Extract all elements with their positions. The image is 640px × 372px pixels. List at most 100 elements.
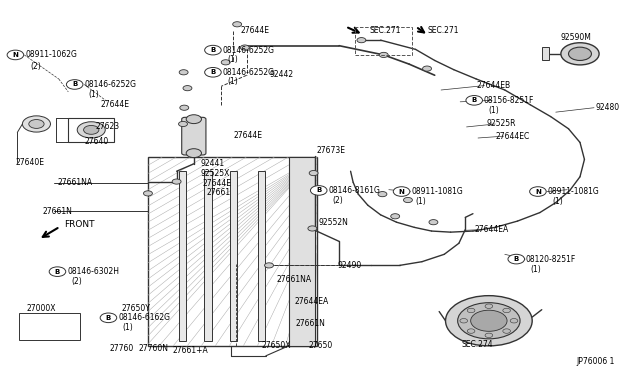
Text: JP76006 1: JP76006 1 <box>576 357 614 366</box>
Circle shape <box>183 86 192 91</box>
Text: 27000X: 27000X <box>27 304 56 313</box>
Text: B: B <box>72 81 77 87</box>
Text: 08146-6252G: 08146-6252G <box>84 80 136 89</box>
Text: B: B <box>211 47 216 53</box>
Bar <box>68 118 114 142</box>
Text: N: N <box>12 52 19 58</box>
Circle shape <box>264 263 273 268</box>
Text: 27640E: 27640E <box>15 157 44 167</box>
Text: (2): (2) <box>333 196 344 205</box>
Text: 92442: 92442 <box>269 70 293 79</box>
Text: B: B <box>472 97 477 103</box>
Circle shape <box>380 52 388 58</box>
Text: (1): (1) <box>531 264 541 273</box>
Circle shape <box>378 192 387 197</box>
Text: 92525R: 92525R <box>487 119 516 128</box>
Circle shape <box>485 333 493 337</box>
Circle shape <box>310 186 327 195</box>
Text: B: B <box>211 69 216 75</box>
Circle shape <box>394 187 410 196</box>
Bar <box>257 171 265 341</box>
Bar <box>289 157 315 346</box>
Circle shape <box>470 310 507 331</box>
Text: B: B <box>316 187 321 193</box>
Text: 27650: 27650 <box>308 341 333 350</box>
Text: FRONT: FRONT <box>64 220 94 229</box>
Bar <box>355 27 412 55</box>
Text: 92525X: 92525X <box>200 169 230 177</box>
Circle shape <box>67 80 83 89</box>
Circle shape <box>186 115 202 124</box>
Text: 27760N: 27760N <box>138 344 168 353</box>
Circle shape <box>445 296 532 346</box>
Text: SEC.271: SEC.271 <box>427 26 458 35</box>
Text: 08911-1062G: 08911-1062G <box>26 51 77 60</box>
Circle shape <box>508 254 525 264</box>
Circle shape <box>221 60 230 65</box>
Circle shape <box>561 43 599 65</box>
Text: 27644E: 27644E <box>234 131 263 140</box>
Circle shape <box>205 67 221 77</box>
Circle shape <box>357 38 366 43</box>
Text: 08146-6162G: 08146-6162G <box>118 313 170 322</box>
Text: 27661NA: 27661NA <box>58 178 93 187</box>
Circle shape <box>100 313 116 323</box>
Text: 92590M: 92590M <box>561 33 592 42</box>
Text: 27644E: 27644E <box>202 179 231 187</box>
Text: 08146-6252G: 08146-6252G <box>223 46 275 55</box>
Circle shape <box>503 308 511 313</box>
Text: 92490: 92490 <box>338 261 362 270</box>
Circle shape <box>77 122 105 138</box>
Text: SEC.274: SEC.274 <box>461 340 493 349</box>
Text: 08146-6252G: 08146-6252G <box>223 68 275 77</box>
Text: SEC.271: SEC.271 <box>370 26 401 35</box>
Circle shape <box>84 125 99 134</box>
Bar <box>148 157 317 346</box>
Circle shape <box>429 219 438 225</box>
Circle shape <box>22 116 51 132</box>
Circle shape <box>467 308 475 313</box>
Text: N: N <box>399 189 404 195</box>
Circle shape <box>466 96 483 105</box>
Bar <box>541 47 549 61</box>
Text: N: N <box>535 189 541 195</box>
Circle shape <box>180 105 189 110</box>
Text: 27661+A: 27661+A <box>172 346 208 355</box>
Circle shape <box>467 329 475 333</box>
Text: B: B <box>514 256 519 262</box>
Circle shape <box>422 66 431 71</box>
Text: 27644EB: 27644EB <box>476 81 510 90</box>
Circle shape <box>530 187 546 196</box>
Text: 08156-8251F: 08156-8251F <box>484 96 534 105</box>
Circle shape <box>143 191 152 196</box>
Text: 92441: 92441 <box>200 158 225 168</box>
Text: (1): (1) <box>552 197 563 206</box>
Text: 27644E: 27644E <box>100 100 129 109</box>
Circle shape <box>233 22 242 27</box>
Text: B: B <box>106 315 111 321</box>
Text: 27650X: 27650X <box>261 341 291 350</box>
Text: 27623: 27623 <box>96 122 120 131</box>
Circle shape <box>503 329 511 333</box>
Text: 27661N: 27661N <box>43 206 73 216</box>
Text: 92552N: 92552N <box>319 218 349 227</box>
Text: 27661N: 27661N <box>296 319 326 328</box>
Text: 27661NA: 27661NA <box>276 275 312 283</box>
Text: (1): (1) <box>89 90 99 99</box>
Text: (1): (1) <box>415 197 426 206</box>
Bar <box>19 312 80 340</box>
Text: 27644EA: 27644EA <box>294 297 329 306</box>
Text: (1): (1) <box>488 106 499 115</box>
Circle shape <box>391 214 399 219</box>
Bar <box>179 171 186 341</box>
Text: 27650Y: 27650Y <box>121 304 150 313</box>
Text: 27661: 27661 <box>207 188 230 197</box>
Text: 27673E: 27673E <box>317 147 346 155</box>
Text: 08146-6302H: 08146-6302H <box>67 267 119 276</box>
Text: 27644E: 27644E <box>241 26 269 35</box>
Circle shape <box>186 149 202 158</box>
Circle shape <box>49 267 66 276</box>
Circle shape <box>7 50 24 60</box>
FancyBboxPatch shape <box>182 117 206 155</box>
Text: (2): (2) <box>30 61 41 71</box>
